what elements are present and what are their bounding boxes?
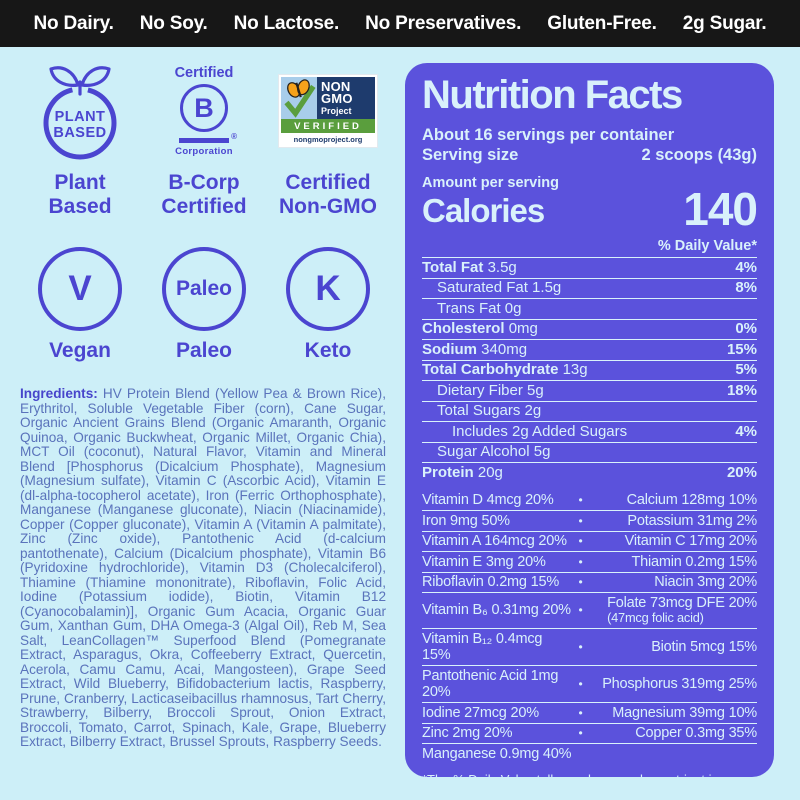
bullet-separator: • — [578, 705, 583, 720]
calories-value: 140 — [683, 183, 758, 235]
nutrient-row: Sugar Alcohol 5g — [422, 441, 757, 463]
daily-value-header: % Daily Value* — [657, 238, 757, 254]
nongmo-icon: NON GMO Project VERIFIED nongmoproject.o… — [279, 60, 377, 162]
bullet-separator: • — [578, 603, 583, 618]
claim-text: 2g Sugar. — [682, 12, 767, 34]
servings-per-container: About 16 servings per container — [422, 126, 675, 144]
ingredients-paragraph: Ingredients: HV Protein Blend (Yellow Pe… — [20, 386, 386, 750]
bcorp-certified-text: Certified — [174, 65, 234, 82]
claim-text: No Lactose. — [233, 12, 340, 34]
daily-value: 5% — [735, 361, 757, 378]
serving-size-value: 2 scoops (43g) — [641, 146, 757, 164]
leaf-circle-icon: PLANT BASED — [43, 66, 117, 160]
bullet-separator: • — [578, 513, 583, 528]
claims-bar: No Dairy. No Soy. No Lactose. No Preservati… — [0, 0, 800, 47]
plant-based-badge: PLANT BASED Plant Based — [38, 60, 122, 219]
diet-circle-icon: V — [38, 247, 122, 331]
diet-mark: Paleo Paleo — [162, 247, 246, 363]
nutrient-rows: Total Fat 3.5g 4% Saturated Fat 1.5g 8% … — [422, 257, 757, 483]
calories-row: Calories 140 — [422, 183, 758, 235]
daily-value-footnote: *The % Daily Value tells you how much a … — [422, 772, 757, 778]
nutrient-row: Dietary Fiber 5g 18% — [422, 380, 757, 401]
bcorp-underline — [178, 138, 229, 143]
daily-value: 15% — [726, 340, 757, 358]
ingredients-text: HV Protein Blend (Yellow Pea & Brown Ric… — [20, 386, 386, 749]
claim-text: No Dairy. — [33, 12, 114, 34]
nutrient-row: Includes 2g Added Sugars 4% — [422, 421, 757, 442]
claim-text: Gluten-Free. — [547, 12, 657, 34]
diet-circle-icon: Paleo — [162, 247, 246, 331]
nutrient-row: Trans Fat 0g — [422, 298, 757, 319]
plant-circle-text-1: PLANT — [55, 109, 106, 125]
nutrient-row: Sodium 340mg 15% — [422, 339, 757, 358]
claim-text: No Soy. — [139, 12, 208, 34]
bullet-separator: • — [578, 639, 583, 654]
registered-mark: ® — [231, 132, 237, 142]
plant-based-icon: PLANT BASED — [38, 60, 122, 162]
nongmo-verified-band: VERIFIED — [281, 119, 375, 133]
vitamin-row: Vitamin B₆ 0.31mg 20% • Folate 73mcg DFE… — [422, 592, 757, 628]
nongmo-label: Certified Non-GMO — [279, 171, 377, 218]
diet-marks: V Vegan Paleo Paleo K Keto — [18, 247, 390, 363]
daily-value: 4% — [735, 422, 757, 440]
serving-size-row: Serving size 2 scoops (43g) — [422, 145, 757, 166]
bcorp-corporation-text: Corporation — [175, 145, 233, 157]
left-panel: PLANT BASED Plant Based Certified B — [18, 60, 390, 750]
serving-size-label: Serving size — [422, 146, 519, 164]
nutrient-row: Total Fat 3.5g 4% — [422, 257, 757, 276]
daily-value: 20% — [726, 463, 757, 481]
butterfly-icon — [281, 77, 317, 119]
bcorp-circle-b: B — [179, 84, 228, 133]
bcorp-icon: Certified B ® Corporation — [174, 60, 237, 162]
nutrition-facts-title: Nutrition Facts — [422, 73, 683, 117]
diet-mark-label: Vegan — [49, 339, 111, 362]
nongmo-badge: NON GMO Project VERIFIED nongmoproject.o… — [279, 60, 377, 219]
diet-circle-icon: K — [286, 247, 370, 331]
daily-value: 18% — [726, 381, 757, 399]
nutrient-row: Total Sugars 2g — [422, 400, 757, 422]
vitamin-rows: Vitamin D 4mcg 20% • Calcium 128mg 10% I… — [422, 491, 757, 764]
vitamin-row: Riboflavin 0.2mg 15% • Niacin 3mg 20% — [422, 571, 757, 593]
bullet-separator: • — [578, 676, 583, 691]
vitamin-row: Vitamin B₁₂ 0.4mcg 15% • Biotin 5mcg 15% — [422, 628, 757, 665]
calories-label: Calories — [422, 192, 545, 229]
bullet-separator: • — [578, 493, 583, 507]
bcorp-label: B-Corp Certified — [161, 171, 247, 218]
diet-mark: K Keto — [286, 247, 370, 363]
vitamin-row: Iron 9mg 50% • Potassium 31mg 2% — [422, 510, 757, 531]
ingredients-label: Ingredients: — [20, 386, 98, 401]
claim-text: No Preservatives. — [365, 12, 522, 34]
nutrition-facts-panel: Nutrition Facts About 16 servings per co… — [405, 63, 774, 777]
diet-mark: V Vegan — [38, 247, 122, 363]
certification-badges: PLANT BASED Plant Based Certified B — [18, 60, 390, 219]
bullet-separator: • — [578, 575, 583, 589]
vitamin-row: Vitamin E 3mg 20% • Thiamin 0.2mg 15% — [422, 551, 757, 572]
plant-based-label: Plant Based — [48, 171, 112, 218]
bullet-separator: • — [578, 726, 583, 740]
daily-value: 0% — [735, 320, 757, 337]
nutrient-row: Total Carbohydrate 13g 5% — [422, 359, 757, 378]
vitamin-row: Manganese 0.9mg 40% — [422, 743, 757, 764]
nutrient-row: Saturated Fat 1.5g 8% — [422, 277, 757, 299]
vitamin-row: Vitamin A 164mcg 20% • Vitamin C 17mg 20… — [422, 530, 757, 552]
nutrient-row: Protein 20g 20% — [422, 462, 757, 481]
vitamin-row: Pantothenic Acid 1mg 20% • Phosphorus 31… — [422, 665, 757, 702]
daily-value: 4% — [735, 258, 757, 276]
vitamin-row: Iodine 27mcg 20% • Magnesium 39mg 10% — [422, 702, 757, 723]
nongmo-url: nongmoproject.org — [293, 134, 363, 144]
vitamin-row: Vitamin D 4mcg 20% • Calcium 128mg 10% — [422, 492, 757, 508]
vitamin-row: Zinc 2mg 20% • Copper 0.3mg 35% — [422, 722, 757, 744]
bullet-separator: • — [578, 534, 583, 548]
daily-value: 8% — [735, 279, 757, 296]
bcorp-badge: Certified B ® Corporation B-Corp Certifi… — [161, 60, 246, 219]
diet-mark-label: Paleo — [175, 339, 233, 362]
plant-circle-text-2: BASED — [53, 125, 106, 141]
amount-per-serving-label: Amount per serving — [422, 175, 559, 191]
nutrient-row: Cholesterol 0mg 0% — [422, 318, 757, 337]
nongmo-wordmark: NON GMO Project — [317, 77, 375, 119]
diet-mark-label: Keto — [304, 339, 352, 362]
bullet-separator: • — [578, 554, 583, 569]
